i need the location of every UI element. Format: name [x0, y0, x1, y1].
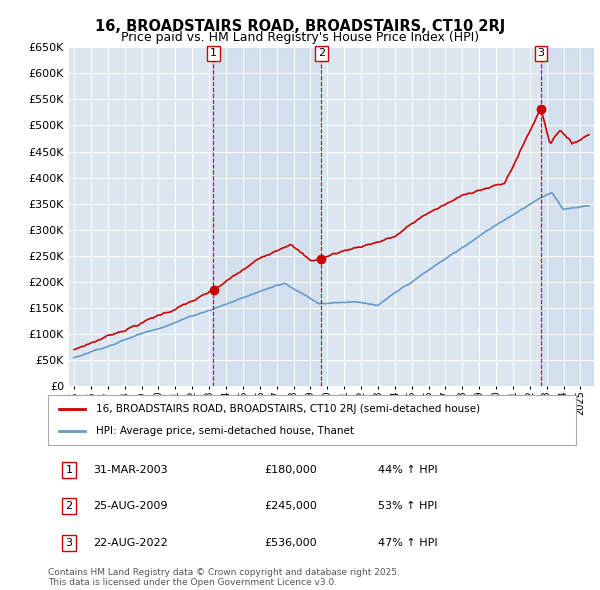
Text: 1: 1: [65, 465, 73, 474]
Text: 2: 2: [318, 48, 325, 58]
Bar: [541, 47, 594, 386]
Text: 3: 3: [538, 48, 544, 58]
Text: HPI: Average price, semi-detached house, Thanet: HPI: Average price, semi-detached house,…: [95, 427, 353, 437]
Text: 25-AUG-2009: 25-AUG-2009: [93, 502, 167, 511]
Text: £245,000: £245,000: [264, 502, 317, 511]
Text: 3: 3: [65, 538, 73, 548]
Text: 53% ↑ HPI: 53% ↑ HPI: [378, 502, 437, 511]
Bar: [214, 47, 322, 386]
Text: £536,000: £536,000: [264, 538, 317, 548]
Text: 44% ↑ HPI: 44% ↑ HPI: [378, 465, 437, 474]
Text: £180,000: £180,000: [264, 465, 317, 474]
Text: 1: 1: [210, 48, 217, 58]
Text: 22-AUG-2022: 22-AUG-2022: [93, 538, 168, 548]
Text: Price paid vs. HM Land Registry's House Price Index (HPI): Price paid vs. HM Land Registry's House …: [121, 31, 479, 44]
Text: 31-MAR-2003: 31-MAR-2003: [93, 465, 167, 474]
Text: 47% ↑ HPI: 47% ↑ HPI: [378, 538, 437, 548]
Text: 2: 2: [65, 502, 73, 511]
Text: 16, BROADSTAIRS ROAD, BROADSTAIRS, CT10 2RJ (semi-detached house): 16, BROADSTAIRS ROAD, BROADSTAIRS, CT10 …: [95, 404, 479, 414]
Text: Contains HM Land Registry data © Crown copyright and database right 2025.
This d: Contains HM Land Registry data © Crown c…: [48, 568, 400, 587]
Text: 16, BROADSTAIRS ROAD, BROADSTAIRS, CT10 2RJ: 16, BROADSTAIRS ROAD, BROADSTAIRS, CT10 …: [95, 19, 505, 34]
